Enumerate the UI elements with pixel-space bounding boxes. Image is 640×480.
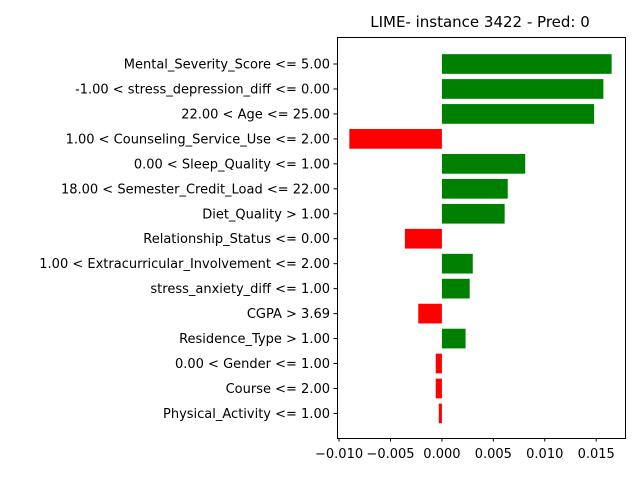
y-tick-label: Mental_Severity_Score <= 5.00 <box>124 58 330 73</box>
y-tick-label: Residence_Type > 1.00 <box>179 332 330 347</box>
bar <box>441 79 604 99</box>
x-tick-label: 0.015 <box>578 447 615 462</box>
x-tick-label: 0.010 <box>526 447 563 462</box>
bar <box>438 403 442 424</box>
bar <box>349 129 442 149</box>
y-tick-label: Physical_Activity <= 1.00 <box>163 407 330 422</box>
bar <box>441 203 505 224</box>
x-ticks: −0.010 −0.005 0.000 0.005 0.010 0.015 <box>315 438 615 462</box>
y-tick-label: 22.00 < Age <= 25.00 <box>181 107 330 122</box>
y-tick-label: Diet_Quality > 1.00 <box>202 207 330 222</box>
bar <box>404 228 442 249</box>
bar <box>441 328 466 349</box>
bar <box>441 178 508 199</box>
bar <box>435 378 442 399</box>
bar <box>441 253 473 274</box>
x-tick-label: 0.005 <box>475 447 512 462</box>
y-tick-label: 1.00 < Counseling_Service_Use <= 2.00 <box>66 132 330 147</box>
y-tick-label: CGPA > 3.69 <box>247 307 330 322</box>
y-tick-label: 1.00 < Extracurricular_Involvement <= 2.… <box>39 257 330 272</box>
y-tick-labels: Mental_Severity_Score <= 5.00 -1.00 < str… <box>39 58 337 422</box>
y-tick-label: 0.00 < Sleep_Quality <= 1.00 <box>134 157 330 172</box>
y-tick-label: -1.00 < stress_depression_diff <= 0.00 <box>75 82 330 97</box>
x-tick-label: 0.000 <box>423 447 460 462</box>
y-tick-label: stress_anxiety_diff <= 1.00 <box>150 282 330 297</box>
bar <box>441 54 612 74</box>
bar <box>435 353 442 374</box>
y-tick-label: 0.00 < Gender <= 1.00 <box>175 357 330 372</box>
chart-title: LIME- instance 3422 - Pred: 0 <box>370 13 590 31</box>
x-tick-label: −0.005 <box>366 447 414 462</box>
plot-frame <box>337 37 626 439</box>
y-tick-label: Relationship_Status <= 0.00 <box>143 232 330 247</box>
bar <box>441 278 470 299</box>
y-tick-label: 18.00 < Semester_Credit_Load <= 22.00 <box>61 182 330 197</box>
y-tick-label: Course <= 2.00 <box>226 382 330 397</box>
bar <box>441 153 526 174</box>
x-tick-label: −0.010 <box>315 447 363 462</box>
bar <box>441 104 595 124</box>
bars-group <box>349 54 612 424</box>
bar <box>418 303 442 324</box>
